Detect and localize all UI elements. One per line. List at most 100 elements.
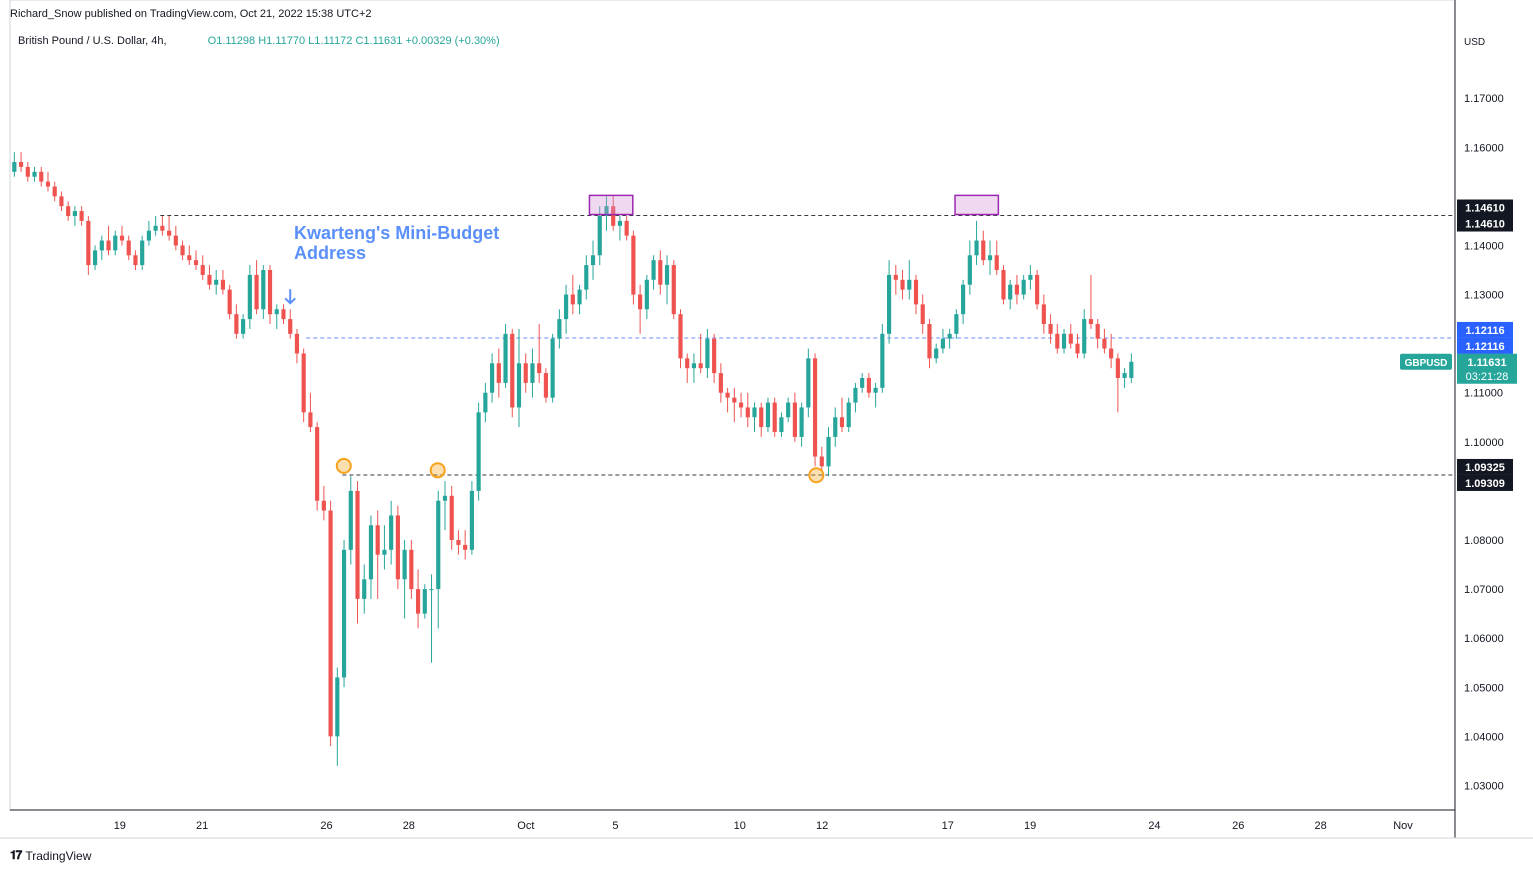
candle-body[interactable] bbox=[873, 387, 878, 393]
candle-body[interactable] bbox=[1008, 284, 1013, 300]
candle-body[interactable] bbox=[1109, 348, 1114, 359]
candle-body[interactable] bbox=[718, 373, 723, 393]
candle-body[interactable] bbox=[180, 245, 185, 256]
candle-body[interactable] bbox=[537, 363, 542, 374]
candle-body[interactable] bbox=[974, 240, 979, 256]
candle-body[interactable] bbox=[382, 549, 387, 555]
candle-body[interactable] bbox=[193, 260, 199, 266]
candle-body[interactable] bbox=[187, 255, 192, 261]
candle-body[interactable] bbox=[496, 363, 501, 383]
candle-body[interactable] bbox=[812, 358, 818, 457]
candle-body[interactable] bbox=[712, 338, 717, 374]
candle-body[interactable] bbox=[1021, 279, 1026, 295]
candle-body[interactable] bbox=[900, 279, 905, 290]
candle-body[interactable] bbox=[489, 363, 495, 393]
candle-body[interactable] bbox=[1028, 274, 1033, 280]
candle-body[interactable] bbox=[1061, 333, 1067, 349]
candle-body[interactable] bbox=[153, 225, 158, 231]
candle-body[interactable] bbox=[214, 279, 219, 285]
candle-body[interactable] bbox=[261, 270, 266, 310]
candle-body[interactable] bbox=[678, 314, 683, 359]
candle-body[interactable] bbox=[274, 309, 279, 315]
candle-body[interactable] bbox=[725, 392, 730, 398]
candle-body[interactable] bbox=[530, 363, 535, 383]
candle-body[interactable] bbox=[241, 319, 246, 334]
candle-body[interactable] bbox=[631, 235, 636, 295]
candle-body[interactable] bbox=[368, 525, 374, 580]
candle-body[interactable] bbox=[160, 225, 165, 231]
candle-body[interactable] bbox=[32, 171, 37, 177]
candle-body[interactable] bbox=[99, 240, 104, 251]
candle-body[interactable] bbox=[126, 240, 131, 256]
candle-body[interactable] bbox=[220, 279, 226, 290]
candle-body[interactable] bbox=[833, 417, 838, 437]
candle-body[interactable] bbox=[590, 255, 596, 266]
candle-body[interactable] bbox=[1041, 304, 1046, 324]
candle-body[interactable] bbox=[893, 274, 898, 280]
candle-body[interactable] bbox=[119, 235, 125, 241]
candle-body[interactable] bbox=[604, 206, 609, 216]
candle-body[interactable] bbox=[1129, 361, 1134, 378]
candle-body[interactable] bbox=[510, 333, 515, 408]
candle-body[interactable] bbox=[584, 265, 589, 290]
candle-body[interactable] bbox=[772, 402, 777, 432]
candle-body[interactable] bbox=[66, 206, 71, 216]
resistance-highlight-box[interactable] bbox=[954, 194, 1000, 216]
candle-body[interactable] bbox=[59, 196, 64, 207]
candle-body[interactable] bbox=[92, 250, 98, 266]
candle-body[interactable] bbox=[409, 549, 414, 590]
candle-body[interactable] bbox=[940, 338, 945, 349]
candle-body[interactable] bbox=[967, 255, 972, 285]
candle-body[interactable] bbox=[934, 348, 939, 359]
candle-body[interactable] bbox=[469, 490, 474, 550]
candle-body[interactable] bbox=[429, 589, 434, 591]
candle-body[interactable] bbox=[146, 230, 151, 241]
candle-body[interactable] bbox=[954, 314, 959, 334]
candle-body[interactable] bbox=[362, 579, 367, 599]
candle-body[interactable] bbox=[806, 358, 811, 408]
candle-body[interactable] bbox=[886, 274, 892, 334]
candle-body[interactable] bbox=[732, 397, 737, 403]
candle-body[interactable] bbox=[267, 270, 273, 315]
candle-body[interactable] bbox=[564, 294, 569, 320]
candle-body[interactable] bbox=[86, 220, 91, 266]
candle-body[interactable] bbox=[207, 274, 212, 285]
candle-body[interactable] bbox=[738, 402, 744, 408]
candle-body[interactable] bbox=[1048, 324, 1053, 334]
candle-body[interactable] bbox=[415, 589, 421, 614]
candle-body[interactable] bbox=[516, 363, 522, 408]
candle-body[interactable] bbox=[920, 304, 925, 324]
candle-body[interactable] bbox=[301, 353, 306, 413]
candle-body[interactable] bbox=[685, 358, 690, 369]
candle-body[interactable] bbox=[375, 525, 380, 555]
candle-body[interactable] bbox=[779, 417, 784, 432]
candle-body[interactable] bbox=[597, 216, 602, 256]
candle-body[interactable] bbox=[792, 402, 797, 437]
candle-body[interactable] bbox=[133, 255, 138, 266]
candle-body[interactable] bbox=[550, 338, 555, 398]
candle-body[interactable] bbox=[449, 495, 454, 540]
candle-body[interactable] bbox=[113, 235, 118, 251]
candle-body[interactable] bbox=[705, 338, 710, 369]
candle-body[interactable] bbox=[1082, 319, 1087, 354]
candle-body[interactable] bbox=[947, 333, 952, 339]
candle-body[interactable] bbox=[389, 515, 394, 550]
candle-body[interactable] bbox=[819, 456, 824, 467]
candle-body[interactable] bbox=[463, 544, 468, 550]
candle-body[interactable] bbox=[839, 417, 845, 428]
candle-body[interactable] bbox=[12, 162, 17, 172]
candle-body[interactable] bbox=[759, 407, 764, 428]
candle-body[interactable] bbox=[227, 289, 232, 315]
candle-body[interactable] bbox=[1122, 373, 1127, 378]
candle-body[interactable] bbox=[422, 589, 427, 614]
candle-body[interactable] bbox=[200, 265, 205, 275]
candle-body[interactable] bbox=[570, 294, 575, 305]
support-touch-circle[interactable] bbox=[429, 462, 446, 479]
candle-body[interactable] bbox=[315, 427, 320, 501]
candle-body[interactable] bbox=[436, 500, 441, 590]
candle-body[interactable] bbox=[254, 274, 259, 310]
candle-body[interactable] bbox=[79, 211, 84, 221]
candle-body[interactable] bbox=[281, 309, 286, 320]
candle-body[interactable] bbox=[442, 495, 448, 501]
candle-body[interactable] bbox=[355, 490, 360, 599]
